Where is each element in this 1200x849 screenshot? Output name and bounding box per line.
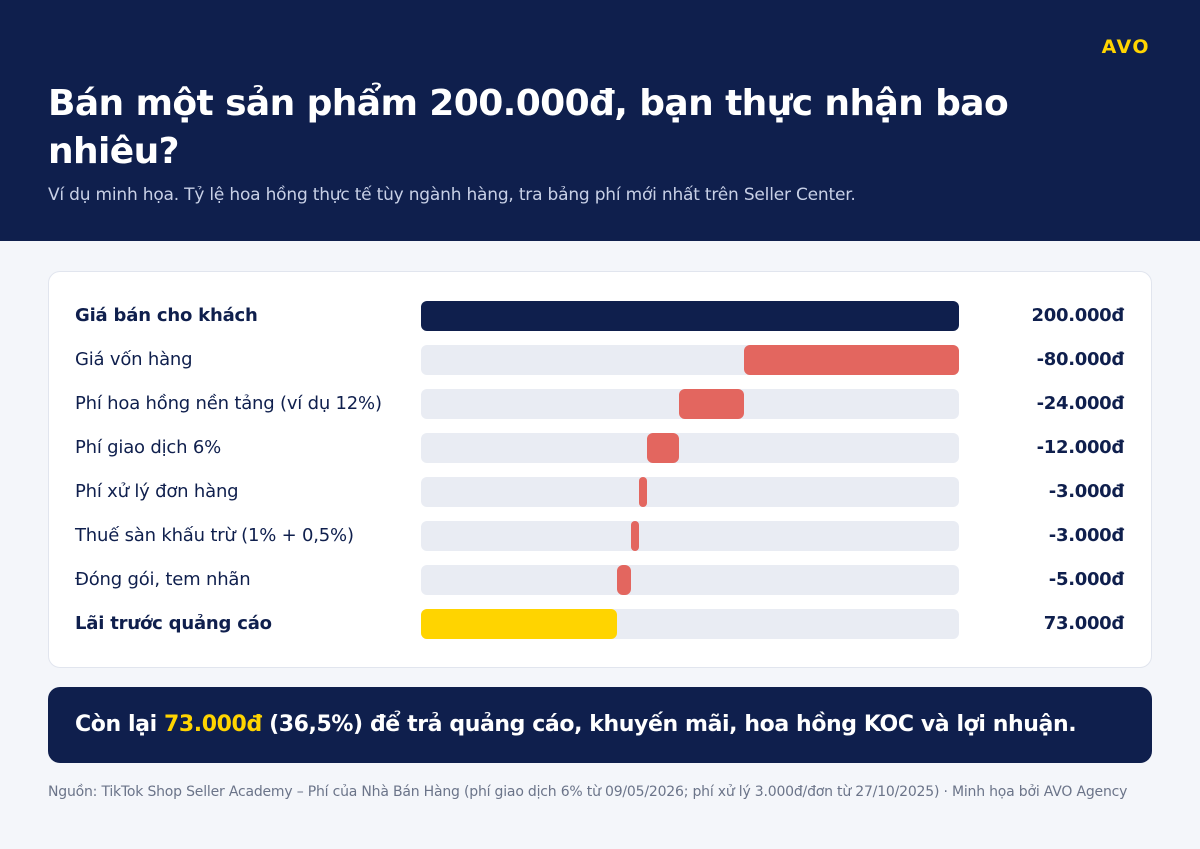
row-value: -12.000đ (1036, 437, 1125, 458)
bar-track (421, 389, 959, 419)
summary-highlight: 73.000đ (163, 712, 262, 737)
row-value: 200.000đ (1031, 305, 1125, 326)
summary-prefix: Còn lại (75, 712, 164, 737)
deduction-bar (630, 521, 639, 551)
row-value: -24.000đ (1036, 393, 1125, 414)
bar-track (421, 345, 959, 375)
summary-banner: Còn lại 73.000đ (36,5%) để trả quảng cáo… (48, 687, 1152, 763)
source-note: Nguồn: TikTok Shop Seller Academy – Phí … (48, 784, 1128, 800)
deduction-bar (679, 389, 744, 419)
page-title: Bán một sản phẩm 200.000đ, bạn thực nhận… (48, 83, 1009, 172)
deduction-bar (638, 477, 647, 507)
row-label: Phí giao dịch 6% (75, 437, 221, 458)
bar-track (421, 609, 959, 639)
row-label: Thuế sàn khấu trừ (1% + 0,5%) (75, 525, 354, 546)
deduction-bar (617, 565, 631, 595)
row-value: -3.000đ (1048, 525, 1125, 546)
bar-track (421, 477, 959, 507)
result-bar (421, 609, 618, 639)
summary-suffix: (36,5%) để trả quảng cáo, khuyến mãi, ho… (261, 712, 1077, 737)
bar-track (421, 521, 959, 551)
bar-track (421, 565, 959, 595)
row-label: Đóng gói, tem nhãn (75, 569, 251, 590)
row-value: -5.000đ (1048, 569, 1125, 590)
row-label: Phí hoa hồng nền tảng (ví dụ 12%) (75, 393, 382, 414)
deduction-bar (646, 433, 680, 463)
row-value: -80.000đ (1036, 349, 1125, 370)
row-value: -3.000đ (1048, 481, 1125, 502)
waterfall-chart-card (48, 271, 1152, 668)
total-bar (421, 301, 959, 331)
header-banner: AVO Bán một sản phẩm 200.000đ, bạn thực … (0, 0, 1200, 241)
deduction-bar (743, 345, 959, 375)
bar-track (421, 433, 959, 463)
row-label: Lãi trước quảng cáo (75, 613, 272, 634)
page-subtitle: Ví dụ minh họa. Tỷ lệ hoa hồng thực tế t… (48, 185, 856, 205)
brand-logo: AVO (1101, 36, 1150, 58)
row-label: Giá bán cho khách (75, 305, 258, 326)
row-value: 73.000đ (1043, 613, 1125, 634)
row-label: Giá vốn hàng (75, 349, 193, 370)
row-label: Phí xử lý đơn hàng (75, 481, 239, 502)
